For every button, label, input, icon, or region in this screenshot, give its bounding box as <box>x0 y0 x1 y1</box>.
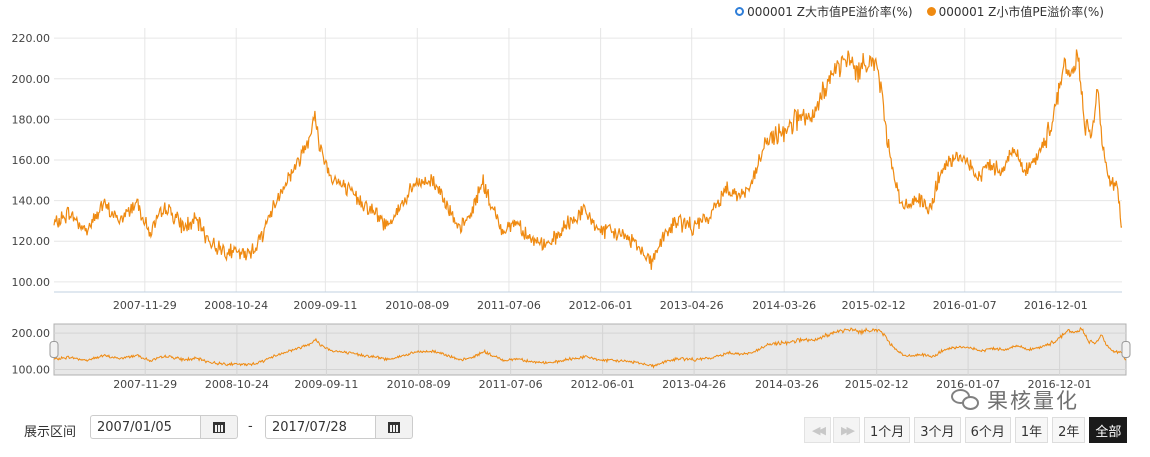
zoom-all-button[interactable]: 全部 <box>1089 417 1128 443</box>
x-tick-label: 2015-02-12 <box>842 299 906 312</box>
date-separator: - <box>248 419 253 434</box>
zoom-3-month-button[interactable]: 3个月 <box>914 417 961 443</box>
x-tick-label: 2013-04-26 <box>660 299 724 312</box>
x-tick-label: 2012-06-01 <box>569 299 633 312</box>
zoom-buttons: 1个月 3个月 6个月 1年 2年 全部 <box>864 417 1128 443</box>
navigator-series-line <box>53 326 1126 369</box>
x-tick-label: 2008-10-24 <box>204 299 268 312</box>
zoom-1-month-button[interactable]: 1个月 <box>864 417 911 443</box>
zoom-2-year-button[interactable]: 2年 <box>1052 417 1086 443</box>
last-page-button[interactable]: ▶▶ <box>833 417 860 443</box>
chart-area: 100.00 120.00 140.00 160.00 180.00 200.00 220.… <box>12 28 1131 391</box>
x-tick-label: 2007-11-29 <box>113 299 177 312</box>
navigator-x-tick-label: 2009-09-11 <box>294 378 358 391</box>
y-tick-label: 200.00 <box>12 73 51 86</box>
navigator-x-tick-label: 2015-02-12 <box>845 378 909 391</box>
legend-label-small-cap: 000001 Z小市值PE溢价率(%) <box>938 5 1104 19</box>
x-tick-label: 2009-09-11 <box>293 299 357 312</box>
first-page-button[interactable]: ◀◀ <box>804 417 831 443</box>
y-tick-label: 220.00 <box>12 32 51 45</box>
legend-item-small-cap[interactable]: 000001 Z小市值PE溢价率(%) <box>926 3 1104 20</box>
zoom-1-year-button[interactable]: 1年 <box>1014 417 1049 443</box>
range-controls: 展示区间 - ◀◀ ▶▶ 1个月 3个月 6个月 1年 2年 全部 <box>0 400 1150 457</box>
series-line-small-cap <box>53 49 1123 270</box>
navigator-x-tick-label: 2016-01-07 <box>936 378 1000 391</box>
navigator-x-tick-label: 2010-08-09 <box>387 378 451 391</box>
navigator-y-tick-label: 200.00 <box>12 327 51 340</box>
navigator-x-tick-label: 2008-10-24 <box>205 378 269 391</box>
y-tick-label: 120.00 <box>12 235 51 248</box>
x-tick-label: 2011-07-06 <box>477 299 541 312</box>
x-tick-label: 2016-01-07 <box>933 299 997 312</box>
legend-swatch-small-cap <box>926 7 936 16</box>
y-tick-label: 100.00 <box>12 276 51 289</box>
end-date-input[interactable] <box>265 415 375 439</box>
legend-item-large-cap[interactable]: 000001 Z大市值PE溢价率(%) <box>735 3 913 20</box>
navigator-x-tick-label: 2013-04-26 <box>662 378 726 391</box>
navigator-right-handle[interactable] <box>1121 341 1131 358</box>
legend: 000001 Z大市值PE溢价率(%) 000001 Z小市值PE溢价率(%) <box>735 3 1104 20</box>
chart-svg: 100.00 120.00 140.00 160.00 180.00 200.00 220.… <box>12 28 1131 391</box>
navigator-x-tick-label: 2014-03-26 <box>755 378 819 391</box>
start-date-input[interactable] <box>90 415 200 439</box>
y-tick-label: 160.00 <box>12 154 51 167</box>
navigator-y-tick-label: 100.00 <box>12 364 51 377</box>
range-label: 展示区间 <box>24 425 77 440</box>
calendar-icon <box>388 421 400 433</box>
navigator-x-tick-label: 2012-06-01 <box>571 378 635 391</box>
x-tick-label: 2014-03-26 <box>752 299 816 312</box>
x-tick-label: 2016-12-01 <box>1024 299 1088 312</box>
navigator-window <box>53 323 1127 376</box>
navigator-x-tick-label: 2011-07-06 <box>479 378 543 391</box>
y-tick-label: 180.00 <box>12 113 51 126</box>
calendar-icon <box>213 421 225 433</box>
y-tick-label: 140.00 <box>12 195 51 208</box>
navigator-x-tick-label: 2007-11-29 <box>113 378 177 391</box>
double-chevron-right-icon: ▶▶ <box>841 423 855 437</box>
end-calendar-button[interactable] <box>375 415 413 439</box>
double-chevron-left-icon: ◀◀ <box>812 423 826 437</box>
navigator-left-handle[interactable] <box>49 341 59 358</box>
x-tick-label: 2010-08-09 <box>385 299 449 312</box>
start-calendar-button[interactable] <box>200 415 238 439</box>
navigator-x-tick-label: 2016-12-01 <box>1028 378 1092 391</box>
legend-label-large-cap: 000001 Z大市值PE溢价率(%) <box>747 5 913 19</box>
zoom-6-month-button[interactable]: 6个月 <box>964 417 1011 443</box>
legend-swatch-large-cap <box>735 7 745 16</box>
